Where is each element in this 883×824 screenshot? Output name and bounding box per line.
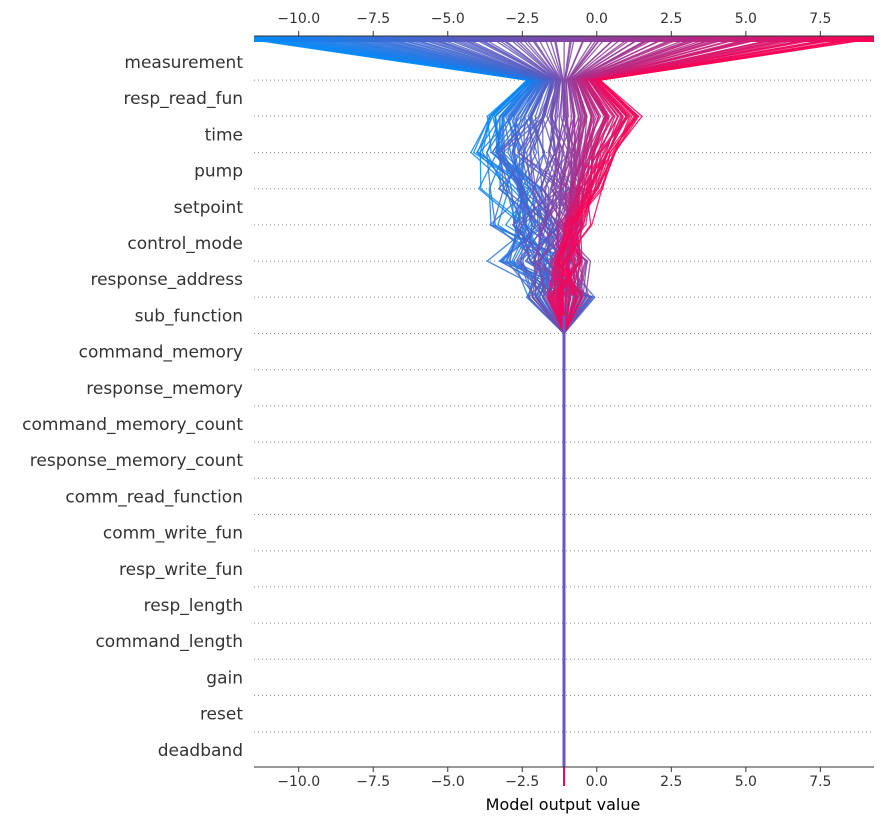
decision-line [563,39,855,786]
decision-line [285,39,572,786]
decision-line [329,39,565,786]
x-tick-label-bottom: −10.0 [277,774,320,790]
x-tick-label-top: −7.5 [356,11,390,27]
x-tick-label-top: −10.0 [277,11,320,27]
feature-label-command-memory-count: command_memory_count [22,415,243,435]
decision-line [346,39,591,786]
decision-line [319,39,581,786]
feature-label-deadband: deadband [158,741,243,761]
decision-line [563,39,735,786]
x-tick-label-bottom: 7.5 [809,774,831,790]
feature-label-gain: gain [206,668,243,688]
feature-label-response-memory: response_memory [86,379,243,399]
decision-line [355,39,574,786]
x-tick-label-bottom: −7.5 [356,774,390,790]
feature-label-response-address: response_address [90,270,243,290]
x-tick-label-top: 7.5 [809,11,831,27]
decision-line [453,39,565,786]
feature-label-command-memory: command_memory [79,343,243,363]
x-tick-label-top: 0.0 [586,11,608,27]
feature-label-measurement: measurement [124,53,243,73]
feature-label-control-mode: control_mode [127,234,243,254]
x-tick-label-bottom: −5.0 [431,774,465,790]
x-axis-top: −10.0 −7.5 −5.0 −2.5 0.0 2.5 5.0 7.5 [254,11,874,37]
decision-line [403,39,565,786]
x-tick-label-bottom: 5.0 [735,774,757,790]
x-tick-label-bottom: 0.0 [586,774,608,790]
x-tick-label-bottom: 2.5 [660,774,682,790]
decision-line [414,39,565,786]
decision-line [555,39,780,786]
x-axis-bottom: −10.0 −7.5 −5.0 −2.5 0.0 2.5 5.0 7.5 [254,766,874,790]
decision-line [350,39,565,786]
decision-line [298,39,591,786]
decision-line [558,39,853,786]
feature-label-resp-length: resp_length [144,596,243,616]
decision-line [561,39,790,786]
feature-label-comm-read-function: comm_read_function [65,487,243,507]
feature-label-setpoint: setpoint [174,198,244,218]
decision-line [315,39,572,786]
x-tick-label-bottom: −2.5 [505,774,539,790]
feature-label-pump: pump [194,162,243,182]
x-tick-label-top: −5.0 [431,11,465,27]
x-axis-title: Model output value [486,795,641,814]
decision-line [557,39,810,786]
feature-label-sub-function: sub_function [135,306,243,326]
x-tick-label-top: −2.5 [505,11,539,27]
feature-label-time: time [205,125,243,145]
decision-line [271,39,565,786]
decision-line [416,39,565,786]
decision-line [561,39,686,786]
decision-line [563,39,678,786]
decision-line [324,39,565,786]
feature-label-resp-write-fun: resp_write_fun [119,560,243,580]
feature-label-command-length: command_length [95,632,243,652]
decision-line [449,39,565,786]
x-tick-label-top: 2.5 [660,11,682,27]
decision-lines [253,39,865,786]
feature-label-resp-read-fun: resp_read_fun [123,89,243,109]
decision-line [311,39,565,786]
grid-lines [254,79,874,733]
decision-line [369,39,565,786]
output-colour-bar [254,36,874,42]
feature-label-reset: reset [200,705,243,725]
base-value-line [254,36,874,767]
feature-label-comm-write-fun: comm_write_fun [103,524,243,544]
x-tick-label-top: 5.0 [735,11,757,27]
feature-label-response-memory-count: response_memory_count [30,451,244,471]
